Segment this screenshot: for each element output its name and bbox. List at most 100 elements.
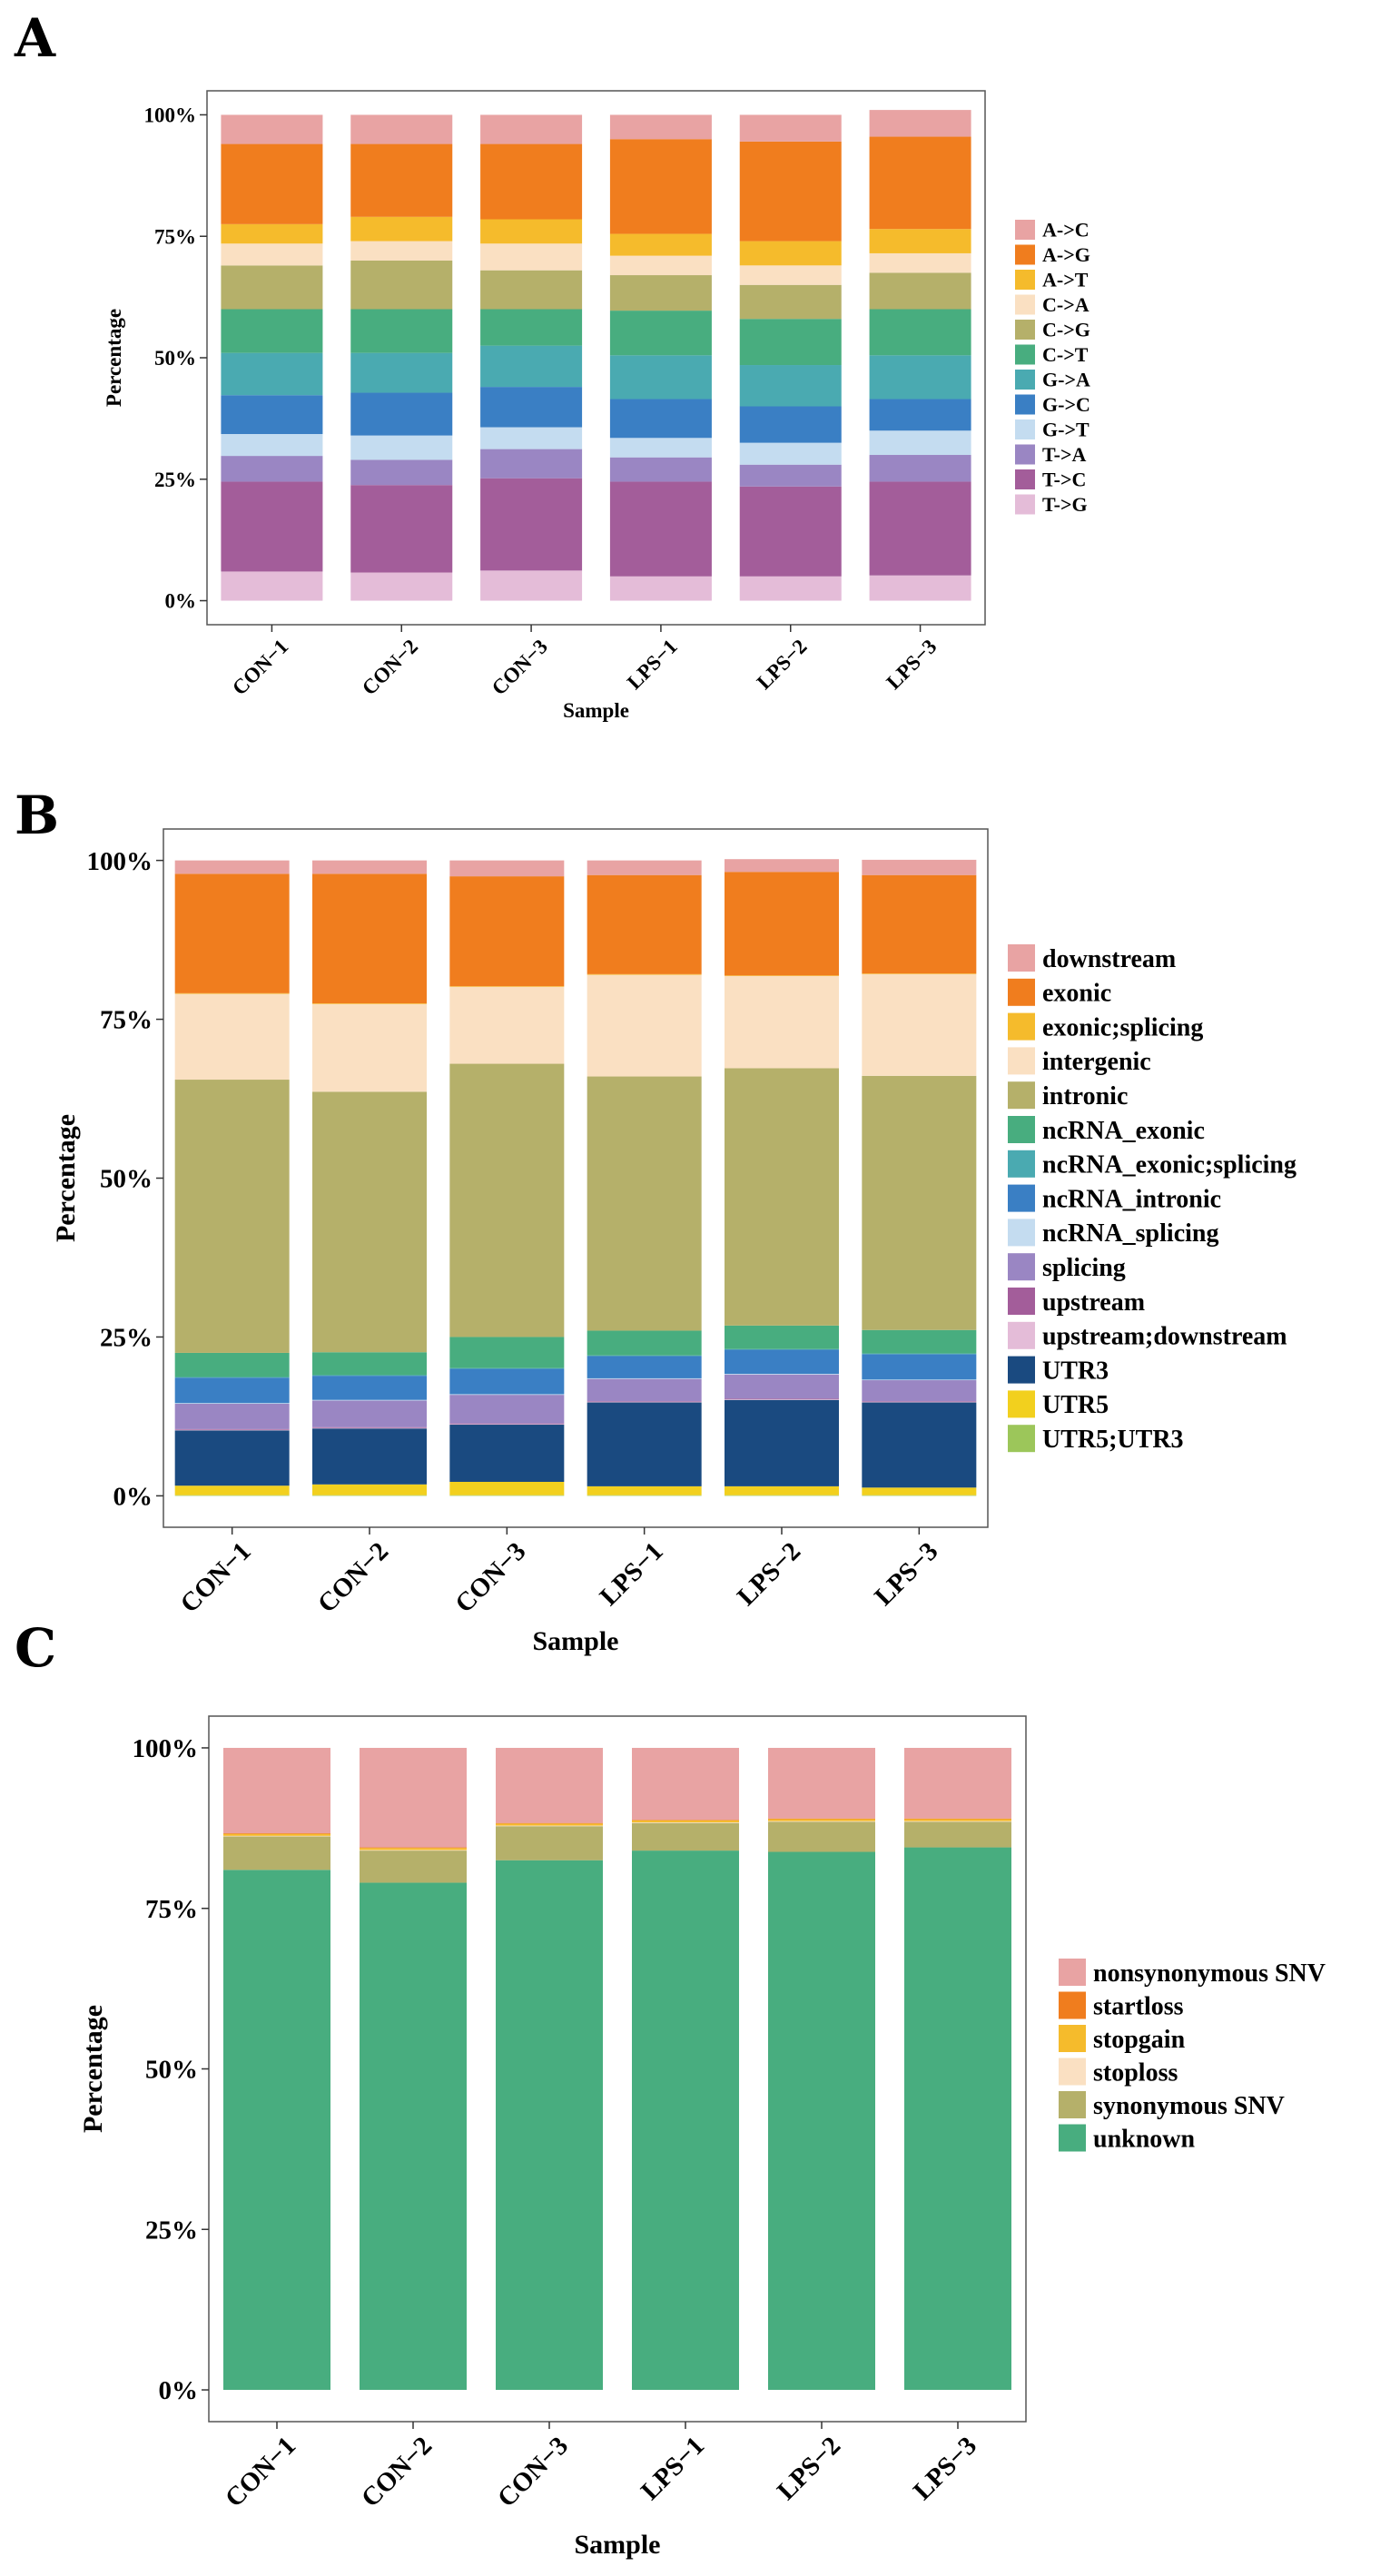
y-tick-label: 100% xyxy=(87,847,153,876)
legend-swatch xyxy=(1008,1425,1035,1453)
bar-segment xyxy=(312,1003,427,1092)
bar-segment xyxy=(221,395,323,435)
bar-segment xyxy=(480,309,583,346)
legend-swatch xyxy=(1008,1219,1035,1247)
legend-swatch xyxy=(1008,1321,1035,1349)
y-tick-label: 0% xyxy=(165,590,197,613)
bar-segment xyxy=(350,485,453,573)
bar-segment xyxy=(862,1401,977,1402)
bar-segment xyxy=(609,233,712,256)
legend-swatch xyxy=(1008,978,1035,1006)
legend-item: ncRNA_intronic xyxy=(1008,1184,1221,1213)
legend-label: A->C xyxy=(1042,219,1089,242)
bar-segment xyxy=(480,219,583,244)
bar-segment xyxy=(862,1354,977,1380)
legend-label: startloss xyxy=(1093,1992,1184,2020)
legend-label: A->T xyxy=(1042,269,1089,291)
bar-segment xyxy=(609,457,712,482)
bar-segment xyxy=(862,1329,977,1354)
bar-segment xyxy=(739,241,842,266)
bar-segment xyxy=(350,241,453,261)
bar-segment xyxy=(174,1377,290,1378)
bar-segment xyxy=(725,1374,839,1375)
legend-label: UTR5 xyxy=(1042,1391,1109,1419)
legend-label: ncRNA_splicing xyxy=(1042,1219,1218,1248)
bar-stack-6 xyxy=(904,1747,1011,2391)
bar-segment xyxy=(725,1399,839,1400)
legend-label: upstream xyxy=(1042,1288,1145,1317)
legend-swatch xyxy=(1015,494,1035,515)
bar-segment xyxy=(312,1376,427,1400)
bar-stack-4 xyxy=(632,1747,739,2391)
bar-segment xyxy=(587,1355,702,1357)
bar-segment xyxy=(223,1835,330,1837)
bar-segment xyxy=(350,392,453,436)
bar-segment xyxy=(350,114,453,144)
bar-segment xyxy=(587,1401,702,1403)
legend-item: intronic xyxy=(1008,1081,1128,1110)
bar-segment xyxy=(312,1495,427,1496)
plot-frame xyxy=(163,828,989,1528)
y-tick-label: 75% xyxy=(154,225,196,248)
bar-segment xyxy=(768,1821,875,1822)
bar-segment xyxy=(480,478,583,571)
bar-segment xyxy=(632,1747,739,1821)
bar-segment xyxy=(587,1485,702,1495)
bar-segment xyxy=(350,572,453,601)
legend-item: G->C xyxy=(1015,393,1090,416)
legend-label: intergenic xyxy=(1042,1048,1151,1076)
bar-segment xyxy=(449,1481,565,1495)
bar-stack-6 xyxy=(862,859,977,1496)
bar-segment xyxy=(496,1822,603,1824)
legend-label: C->A xyxy=(1042,293,1089,316)
legend-item: A->G xyxy=(1015,243,1090,266)
bar-segment xyxy=(609,576,712,601)
bar-segment xyxy=(174,860,290,874)
bar-segment xyxy=(739,486,842,577)
bar-segment xyxy=(587,1402,702,1486)
legend-label: G->C xyxy=(1042,393,1090,416)
legend-item: T->A xyxy=(1015,443,1087,466)
x-tick-label: LPS−3 xyxy=(908,2431,982,2505)
bar-segment xyxy=(739,319,842,366)
legend-label: C->G xyxy=(1042,319,1090,341)
bar-segment xyxy=(739,141,842,242)
bar-segment xyxy=(174,1495,290,1496)
panel-letter-c: C xyxy=(15,1617,56,1679)
legend-item: G->T xyxy=(1015,419,1089,441)
bar-segment xyxy=(350,260,453,310)
bar-segment xyxy=(449,876,565,987)
legend-label: exonic;splicing xyxy=(1042,1013,1203,1041)
bar-segment xyxy=(609,438,712,458)
legend-item: startloss xyxy=(1059,1991,1184,2020)
bar-segment xyxy=(312,1399,427,1401)
x-tick-label: LPS−2 xyxy=(772,2431,846,2505)
bar-segment xyxy=(904,1821,1011,1822)
legend-item: exonic xyxy=(1008,978,1111,1008)
bar-segment xyxy=(312,1484,427,1495)
bar-segment xyxy=(725,1495,839,1496)
bar-segment xyxy=(587,1378,702,1402)
legend-swatch xyxy=(1059,2058,1086,2086)
bar-segment xyxy=(174,1403,290,1404)
legend-item: stoploss xyxy=(1059,2058,1178,2087)
legend-label: ncRNA_intronic xyxy=(1042,1185,1221,1213)
y-axis-title: Percentage xyxy=(51,1114,81,1242)
bar-segment xyxy=(449,1394,565,1396)
legend-label: stopgain xyxy=(1093,2026,1186,2054)
legend-swatch xyxy=(1008,1150,1035,1178)
x-tick-label: CON−2 xyxy=(312,1536,394,1618)
legend-item: splicing xyxy=(1008,1253,1126,1282)
x-axis-title: Sample xyxy=(574,2530,660,2560)
bar-segment xyxy=(221,223,323,244)
x-tick-label: CON−3 xyxy=(449,1536,531,1618)
x-axis-title: Sample xyxy=(532,1626,618,1656)
bar-stack-6 xyxy=(869,110,971,601)
bar-segment xyxy=(869,575,971,601)
legend-label: nonsynonymous SNV xyxy=(1093,1959,1326,1988)
bar-segment xyxy=(869,455,971,482)
bar-segment xyxy=(725,1485,839,1495)
bar-segment xyxy=(632,1851,739,2391)
bar-segment xyxy=(725,872,839,976)
